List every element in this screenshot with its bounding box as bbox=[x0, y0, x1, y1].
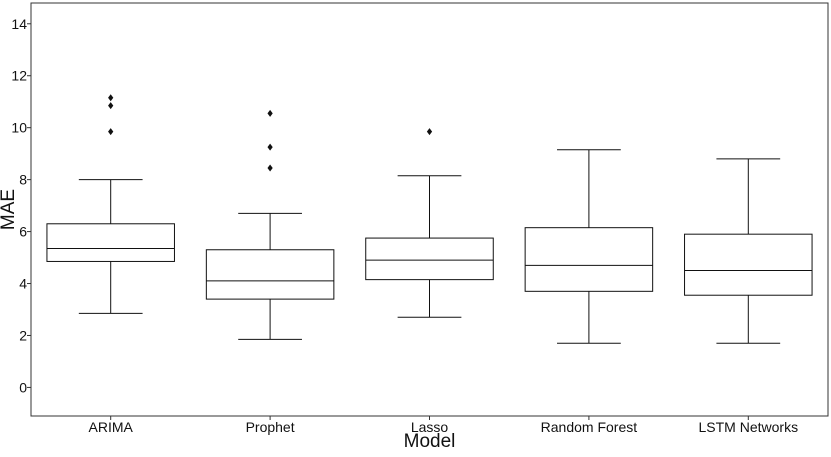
y-tick-label: 2 bbox=[19, 327, 27, 343]
x-tick-label: Lasso bbox=[411, 419, 449, 435]
outlier-point bbox=[108, 128, 114, 136]
x-tick-label: Random Forest bbox=[541, 419, 638, 435]
y-tick-label: 14 bbox=[11, 16, 27, 32]
x-axis-title: Model bbox=[404, 431, 456, 452]
y-tick-label: 0 bbox=[19, 379, 27, 395]
iqr-box bbox=[524, 227, 654, 292]
x-tick-label: Prophet bbox=[246, 419, 295, 435]
y-tick-label: 10 bbox=[11, 120, 27, 136]
outlier-point bbox=[108, 102, 114, 110]
box-5 bbox=[684, 158, 813, 344]
outlier-point bbox=[267, 109, 273, 117]
x-tick-label: LSTM Networks bbox=[699, 419, 799, 435]
y-tick-label: 12 bbox=[11, 68, 27, 84]
y-tick-label: 6 bbox=[19, 224, 27, 240]
box-3 bbox=[365, 128, 494, 318]
box-4 bbox=[524, 149, 654, 344]
y-axis-title: MAE bbox=[0, 189, 19, 230]
box-1 bbox=[46, 94, 175, 314]
x-tick-label: ARIMA bbox=[89, 419, 134, 435]
iqr-box bbox=[684, 233, 813, 296]
iqr-box bbox=[46, 223, 175, 262]
iqr-box bbox=[365, 237, 494, 281]
iqr-box bbox=[205, 249, 335, 300]
outlier-point bbox=[426, 128, 433, 136]
outlier-point bbox=[267, 164, 273, 172]
box-2 bbox=[205, 109, 335, 340]
y-tick-label: 4 bbox=[19, 276, 27, 292]
outlier-point bbox=[108, 94, 114, 102]
y-tick-label: 8 bbox=[19, 172, 27, 188]
outlier-point bbox=[267, 143, 273, 151]
